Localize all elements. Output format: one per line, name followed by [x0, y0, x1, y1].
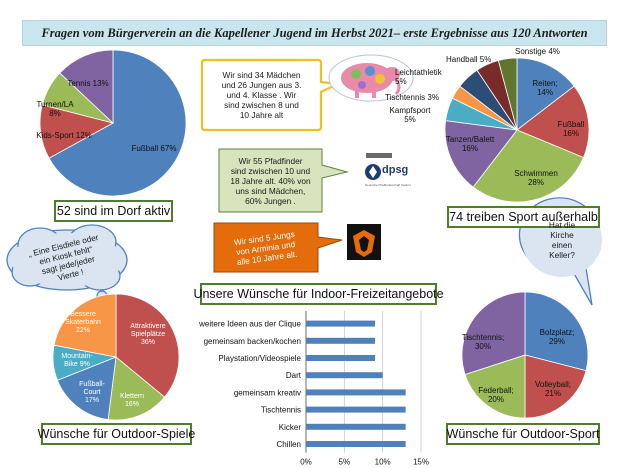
pie-slice-tischtennis — [461, 291, 526, 375]
pie-label: Turnen/LA 8% — [36, 100, 74, 118]
pie-label: Fußball 67% — [132, 144, 177, 153]
dpsg-logo-subtext: Deutsche Pfadfinderschaft Sankt Georg — [365, 184, 411, 187]
bar-category-label: gemeinsam backen/kochen — [204, 337, 301, 346]
bar-tick-label: 15% — [413, 458, 429, 467]
pie-slice-fußball-court — [56, 356, 117, 420]
pie-slice-bessere-skaterbahn — [53, 293, 117, 358]
callout-line: 60% Jungen . — [245, 195, 296, 206]
bar-dart — [306, 372, 383, 379]
pie-label: Tischtennis 3% — [385, 93, 439, 102]
callout-eisdiele-text: „ Eine Eisdiele oder ein Kiosk fehlt“ sa… — [14, 232, 120, 284]
pie-label: Handball 5% — [446, 55, 491, 64]
pie-label: Fußball 16% — [558, 120, 585, 138]
page-title: Fragen vom Bürgerverein an die Kapellene… — [22, 20, 607, 46]
callout-pfadfinder-text: Wir 55 Pfadfinder sind zwischen 10 und 1… — [221, 151, 320, 210]
bar-category-label: Tischtennis — [261, 406, 301, 415]
callout-line: Wir 55 Pfadfinder — [238, 155, 303, 166]
callout-arminia-shape — [213, 222, 343, 273]
pie-label: Tischtennis; 30% — [462, 333, 504, 351]
pie-slice-volleyball — [524, 354, 587, 419]
callout-line: Wir sind 34 Mädchen — [222, 70, 301, 80]
pie-label: Klettern 16% — [120, 393, 144, 408]
bar-gemeinsam-backen-kochen — [306, 337, 375, 344]
callout-line: und 26 Jungen aus 3. — [221, 80, 302, 90]
pie-slice-schwimmen — [472, 129, 585, 203]
callout-line: sind zwischen 8 und — [224, 100, 299, 110]
pie-slice-tanzen-balett — [444, 120, 518, 188]
bar-tick-label: 10% — [375, 458, 391, 467]
callout-line: uns sind Mädchen, — [235, 185, 306, 196]
label-dorf-aktiv: 52 sind im Dorf aktiv — [54, 200, 173, 222]
callout-line: einen — [551, 240, 573, 250]
arminia-logo — [347, 224, 381, 260]
callout-pfadfinder-shape — [218, 148, 349, 213]
bar-category-label: Kicker — [279, 423, 302, 432]
pie-label: Kids-Sport 12% — [36, 131, 92, 140]
pie-label: Tennis 13% — [67, 79, 108, 88]
label-indoor-wuensche: Unsere Wünsche für Indoor-Freizeitangebo… — [193, 283, 444, 305]
pie-label: Schwimmen 28% — [514, 169, 558, 187]
bar-chillen — [306, 441, 406, 447]
bar-weitere-ideen-aus-der-clique — [306, 320, 375, 327]
pie-slice-reiten — [516, 57, 575, 131]
dpsg-logo — [358, 148, 413, 192]
bar-category-label: Dart — [286, 371, 302, 380]
bar-category-label: weitere Ideen aus der Clique — [198, 320, 301, 329]
dpsg-logo-text: dpsg — [382, 164, 409, 176]
label-outdoor-sport: Wünsche für Outdoor-Sport — [446, 423, 600, 445]
pie-label: Kampfsport 5% — [390, 106, 432, 124]
pie-slice-sonstige — [497, 57, 518, 131]
callout-line: Keller? — [549, 250, 575, 260]
bar-tick-label: 0% — [300, 458, 312, 467]
pie-label: Sonstige 4% — [515, 47, 560, 56]
bar-playstation-videospiele — [306, 355, 375, 361]
bar-tischtennis — [306, 406, 406, 413]
pie-slice-federball — [464, 354, 526, 419]
pie-label: Fußball-Court 17% — [79, 381, 105, 404]
callout-line: Kirche — [550, 230, 574, 240]
pie-slice-fußball — [48, 49, 187, 197]
bar-tick-label: 5% — [339, 458, 351, 467]
callout-line: 10 Jahre alt — [239, 110, 284, 120]
pie-slice-tennis — [59, 49, 114, 124]
pie-slice-bolzplatz — [524, 291, 589, 372]
elephant-logo — [328, 54, 414, 102]
pie-label: Attraktivere Spielplätze 36% — [130, 323, 166, 346]
bar-category-label: Playstation/Videospiele — [218, 354, 301, 363]
pie-label: Volleyball; 21% — [535, 380, 571, 398]
label-sport-ausserhalb: 74 treiben Sport außerhalb — [447, 206, 600, 228]
callout-eisdiele-cloud — [6, 224, 128, 309]
pie-slice-fußball — [516, 85, 590, 159]
pie-label: Bolzplatz; 29% — [540, 328, 575, 346]
pie-label: Bessere Skaterbahn 22% — [65, 311, 101, 334]
callout-line: sind zwischen 10 und — [230, 165, 311, 176]
pie-slice-klettern — [107, 356, 166, 421]
callout-kirche-text: Hat die Kirche einen Keller? — [532, 212, 592, 268]
pie-label: Leichtathletik 5% — [395, 68, 443, 86]
label-outdoor-spiele: Wünsche für Outdoor-Spiele — [38, 423, 195, 445]
bar-category-label: Chillen — [277, 440, 301, 449]
callout-line: und 4. Klasse . Wir — [226, 90, 297, 100]
bar-kicker — [306, 423, 406, 430]
pie-label: Tanzen/Balett 16% — [446, 135, 495, 153]
bar-category-label: gemeinsam kreativ — [234, 388, 301, 397]
pie-label: Federball; 20% — [478, 386, 514, 404]
bar-gemeinsam-kreativ — [306, 389, 406, 396]
pie-slice-attraktivere-spielplätze — [115, 293, 180, 398]
callout-line: 18 Jahre alt. 40% von — [230, 175, 311, 186]
callout-maedchen-text: Wir sind 34 Mädchen und 26 Jungen aus 3.… — [205, 63, 318, 127]
callout-arminia-text: Wir sind 5 Jungs von Arminia und alle 10… — [216, 226, 316, 270]
pie-label: Mountain-Bike 9% — [61, 353, 93, 368]
pie-label: Reiten; 14% — [532, 79, 557, 97]
callout-line: Hat die — [548, 220, 576, 230]
